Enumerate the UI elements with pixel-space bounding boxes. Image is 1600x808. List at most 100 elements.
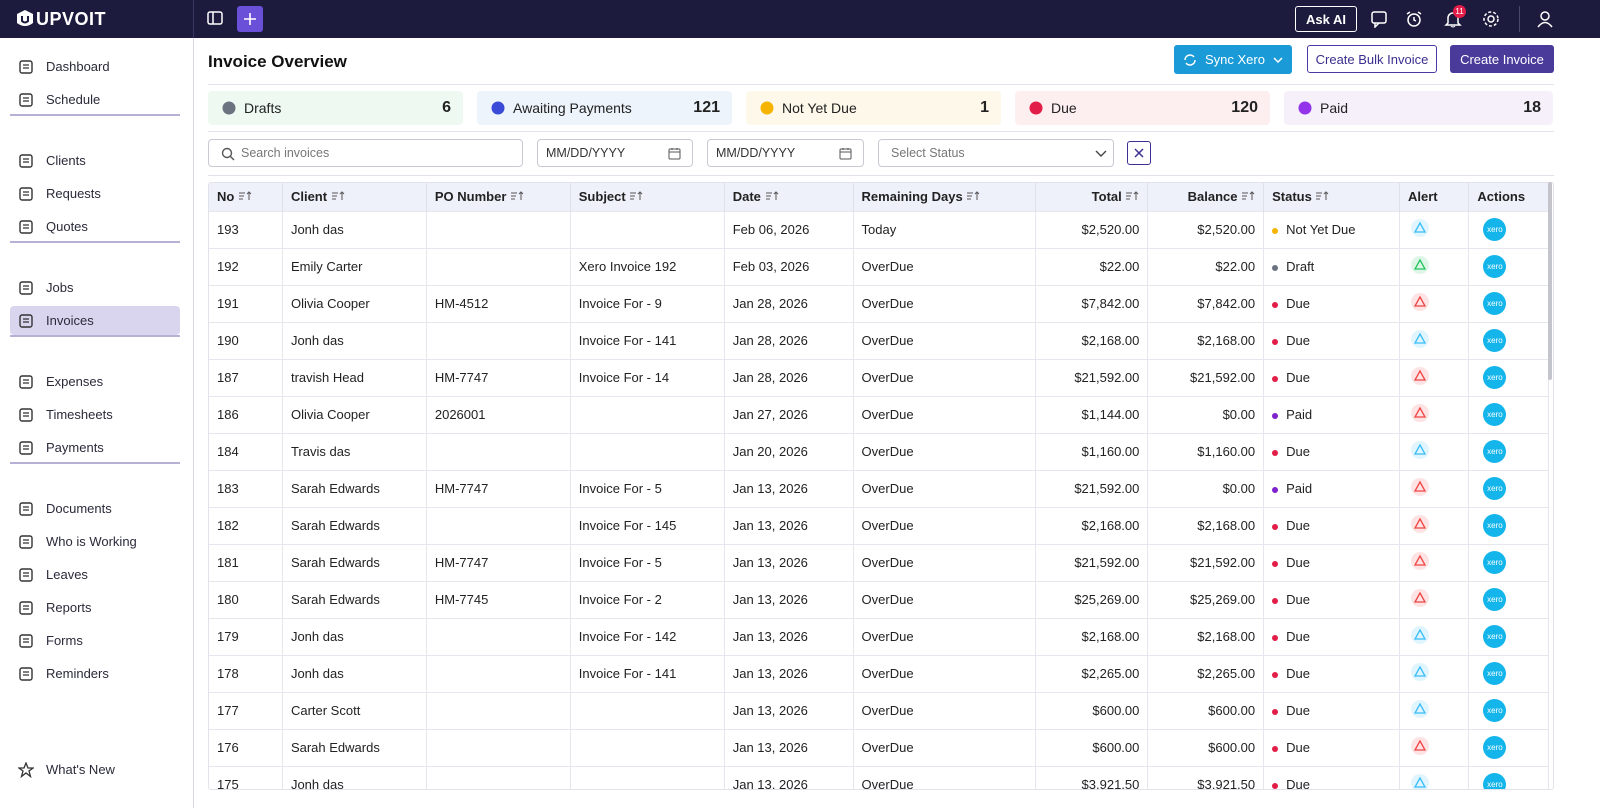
alert-icon[interactable] bbox=[1410, 218, 1430, 238]
nav-item[interactable]: Requests bbox=[10, 179, 180, 208]
column-header[interactable]: No bbox=[209, 183, 283, 211]
nav-item[interactable]: Timesheets bbox=[10, 400, 180, 429]
ask-ai-button[interactable]: Ask AI bbox=[1295, 6, 1357, 32]
alert-icon[interactable] bbox=[1410, 588, 1430, 608]
sort-icon[interactable] bbox=[510, 191, 524, 201]
xero-button[interactable]: xero bbox=[1483, 551, 1507, 574]
alert-icon[interactable] bbox=[1410, 292, 1430, 312]
column-header[interactable]: Status bbox=[1263, 183, 1400, 211]
table-row[interactable]: 192 Emily Carter Xero Invoice 192 Feb 03, 2… bbox=[209, 247, 1549, 285]
table-row[interactable]: 181 Sarah Edwards HM-7747 Invoice For - 5 Ja… bbox=[209, 543, 1549, 581]
create-invoice-button[interactable]: Create Invoice bbox=[1450, 45, 1554, 73]
sort-icon[interactable] bbox=[966, 191, 980, 201]
alert-icon[interactable] bbox=[1410, 625, 1430, 645]
table-row[interactable]: 183 Sarah Edwards HM-7747 Invoice For - 5 Ja… bbox=[209, 469, 1549, 507]
nav-item[interactable]: Dashboard bbox=[10, 52, 180, 81]
user-icon[interactable] bbox=[1536, 10, 1554, 28]
alert-icon[interactable] bbox=[1410, 699, 1430, 719]
nav-item[interactable]: Payments bbox=[10, 433, 180, 462]
table-row[interactable]: 186 Olivia Cooper 2026001 Jan 27, 2026 OverD… bbox=[209, 395, 1549, 433]
sort-icon[interactable] bbox=[1125, 191, 1139, 201]
sort-icon[interactable] bbox=[765, 191, 779, 201]
xero-button[interactable]: xero bbox=[1483, 329, 1507, 352]
xero-button[interactable]: xero bbox=[1483, 292, 1507, 315]
xero-button[interactable]: xero bbox=[1483, 255, 1507, 278]
table-row[interactable]: 179 Jonh das Invoice For - 142 Jan 13, 2026… bbox=[209, 617, 1549, 655]
search-input[interactable]: Search invoices bbox=[208, 139, 523, 167]
alert-icon[interactable] bbox=[1410, 514, 1430, 534]
date-from-input[interactable]: MM/DD/YYYY bbox=[537, 139, 693, 167]
xero-button[interactable]: xero bbox=[1483, 699, 1507, 722]
sort-icon[interactable] bbox=[1241, 191, 1255, 201]
table-row[interactable]: 193 Jonh das Feb 06, 2026 Today $2,520.00 $2,… bbox=[209, 210, 1549, 248]
nav-item[interactable]: What's New bbox=[10, 755, 180, 784]
summary-card[interactable]: Due 120 bbox=[1015, 91, 1270, 125]
column-header[interactable]: Balance bbox=[1147, 183, 1265, 211]
table-row[interactable]: 176 Sarah Edwards Jan 13, 2026 OverDue $600.… bbox=[209, 728, 1549, 766]
nav-item[interactable]: Expenses bbox=[10, 367, 180, 396]
alert-icon[interactable] bbox=[1410, 736, 1430, 756]
xero-button[interactable]: xero bbox=[1483, 736, 1507, 759]
xero-button[interactable]: xero bbox=[1483, 440, 1507, 463]
xero-button[interactable]: xero bbox=[1483, 588, 1507, 611]
table-row[interactable]: 182 Sarah Edwards Invoice For - 145 Jan 13,… bbox=[209, 506, 1549, 544]
column-header[interactable]: Total bbox=[1035, 183, 1149, 211]
alarm-icon[interactable] bbox=[1405, 10, 1423, 28]
xero-button[interactable]: xero bbox=[1483, 218, 1507, 241]
column-header[interactable]: Client bbox=[282, 183, 427, 211]
nav-item[interactable]: Documents bbox=[10, 494, 180, 523]
column-header[interactable]: Date bbox=[724, 183, 854, 211]
xero-button[interactable]: xero bbox=[1483, 625, 1507, 648]
table-row[interactable]: 178 Jonh das Invoice For - 141 Jan 13, 2026… bbox=[209, 654, 1549, 692]
add-button[interactable] bbox=[237, 6, 263, 32]
table-row[interactable]: 187 travish Head HM-7747 Invoice For - 14 Ja… bbox=[209, 358, 1549, 396]
xero-button[interactable]: xero bbox=[1483, 403, 1507, 426]
xero-button[interactable]: xero bbox=[1483, 366, 1507, 389]
alert-icon[interactable] bbox=[1410, 366, 1430, 386]
column-header[interactable]: Subject bbox=[570, 183, 725, 211]
alert-icon[interactable] bbox=[1410, 773, 1430, 790]
xero-button[interactable]: xero bbox=[1483, 514, 1507, 537]
summary-card[interactable]: Awaiting Payments 121 bbox=[477, 91, 732, 125]
alert-icon[interactable] bbox=[1410, 440, 1430, 460]
table-row[interactable]: 180 Sarah Edwards HM-7745 Invoice For - 2 Ja… bbox=[209, 580, 1549, 618]
nav-item[interactable]: Leaves bbox=[10, 560, 180, 589]
summary-card[interactable]: Paid 18 bbox=[1284, 91, 1553, 125]
create-bulk-invoice-button[interactable]: Create Bulk Invoice bbox=[1307, 45, 1437, 73]
column-header[interactable]: Remaining Days bbox=[853, 183, 1036, 211]
alert-icon[interactable] bbox=[1410, 329, 1430, 349]
settings-icon[interactable] bbox=[1482, 10, 1500, 28]
column-header[interactable]: PO Number bbox=[426, 183, 571, 211]
date-to-input[interactable]: MM/DD/YYYY bbox=[707, 139, 864, 167]
nav-item[interactable]: Reminders bbox=[10, 659, 180, 688]
alert-icon[interactable] bbox=[1410, 403, 1430, 423]
status-select[interactable]: Select Status bbox=[878, 139, 1114, 167]
table-row[interactable]: 190 Jonh das Invoice For - 141 Jan 28, 2026… bbox=[209, 321, 1549, 359]
alert-icon[interactable] bbox=[1410, 662, 1430, 682]
summary-card[interactable]: Not Yet Due 1 bbox=[746, 91, 1001, 125]
nav-item[interactable]: Clients bbox=[10, 146, 180, 175]
alert-icon[interactable] bbox=[1410, 551, 1430, 571]
nav-item[interactable]: Invoices bbox=[10, 306, 180, 335]
chat-icon[interactable] bbox=[1370, 10, 1388, 28]
sort-icon[interactable] bbox=[629, 191, 643, 201]
nav-item[interactable]: Who is Working bbox=[10, 527, 180, 556]
table-row[interactable]: 177 Carter Scott Jan 13, 2026 OverDue $600.0… bbox=[209, 691, 1549, 729]
xero-button[interactable]: xero bbox=[1483, 477, 1507, 500]
alert-icon[interactable] bbox=[1410, 255, 1430, 275]
nav-item[interactable]: Reports bbox=[10, 593, 180, 622]
summary-card[interactable]: Drafts 6 bbox=[208, 91, 463, 125]
sync-xero-button[interactable]: Sync Xero bbox=[1174, 45, 1292, 74]
nav-item[interactable]: Forms bbox=[10, 626, 180, 655]
table-row[interactable]: 191 Olivia Cooper HM-4512 Invoice For - 9 Ja… bbox=[209, 284, 1549, 322]
alert-icon[interactable] bbox=[1410, 477, 1430, 497]
nav-item[interactable]: Jobs bbox=[10, 273, 180, 302]
table-row[interactable]: 184 Travis das Jan 20, 2026 OverDue $1,160.0… bbox=[209, 432, 1549, 470]
xero-button[interactable]: xero bbox=[1483, 773, 1507, 789]
sort-icon[interactable] bbox=[1315, 191, 1329, 201]
table-row[interactable]: 175 Jonh das Jan 13, 2026 OverDue $3,921.50 $… bbox=[209, 765, 1549, 790]
nav-item[interactable]: Quotes bbox=[10, 212, 180, 241]
nav-item[interactable]: Schedule bbox=[10, 85, 180, 114]
sort-icon[interactable] bbox=[238, 191, 252, 201]
xero-button[interactable]: xero bbox=[1483, 662, 1507, 685]
